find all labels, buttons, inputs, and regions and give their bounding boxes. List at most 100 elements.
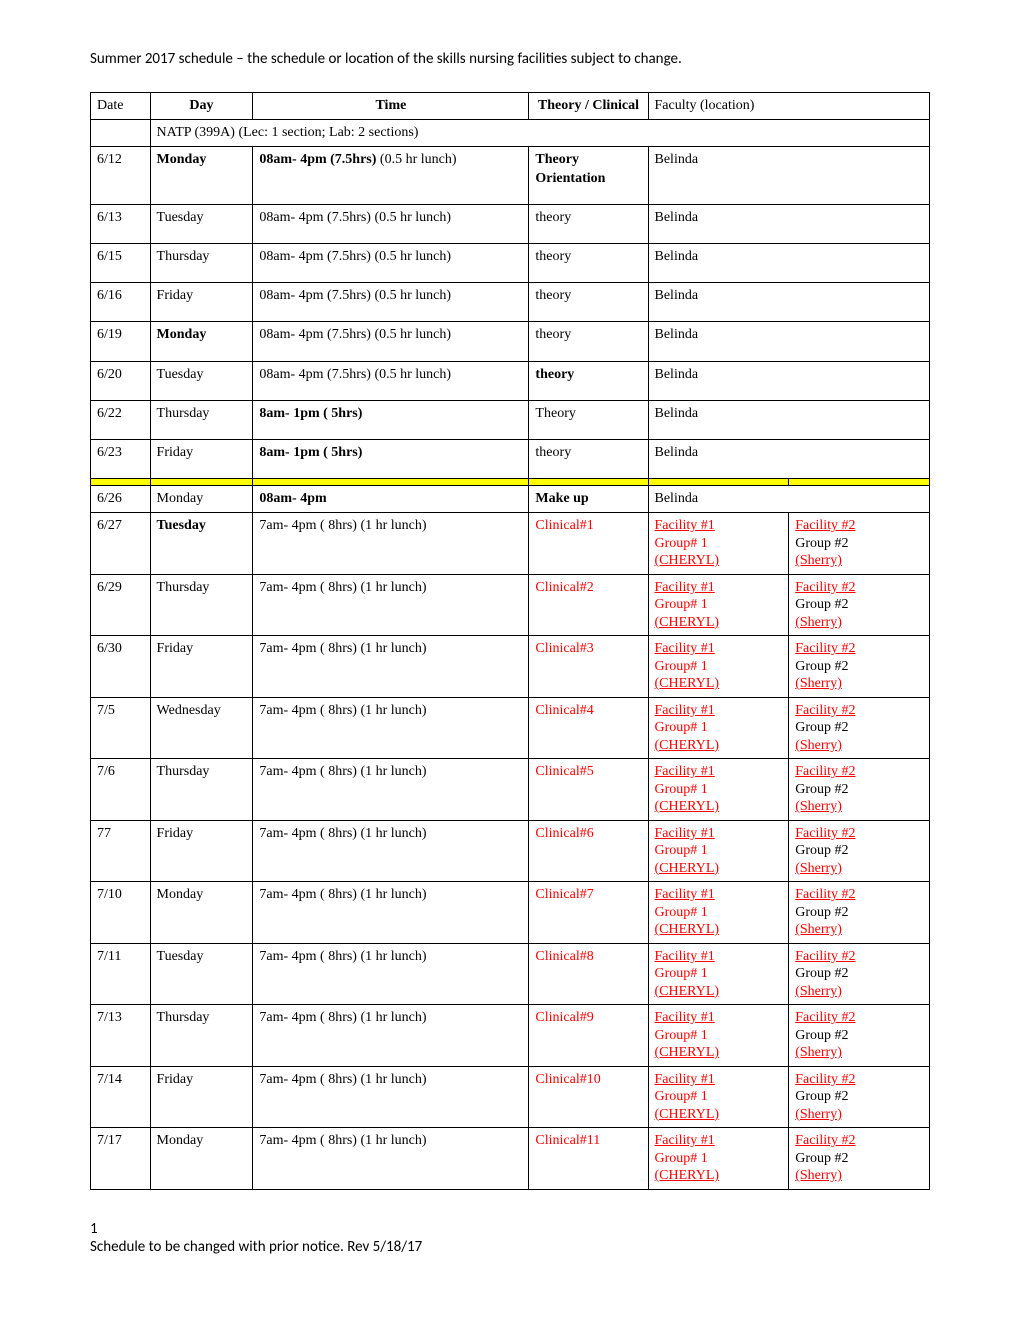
cell-faculty: Belinda [648,243,930,282]
cell-facility2: Facility #2Group #2(Sherry) [789,820,930,882]
cell-day: Thursday [150,574,253,636]
cell-time: 7am- 4pm ( 8hrs) (1 hr lunch) [253,697,529,759]
cell-time: 08am- 4pm (7.5hrs) (0.5 hr lunch) [253,283,529,322]
cell-theory: Theory Orientation [529,147,648,204]
table-row: 6/23Friday8am- 1pm ( 5hrs)theoryBelinda [91,439,930,478]
cell-facility2: Facility #2Group #2(Sherry) [789,759,930,821]
cell-facility2: Facility #2Group #2(Sherry) [789,1128,930,1190]
cell-day: Friday [150,820,253,882]
table-row: 7/5Wednesday7am- 4pm ( 8hrs) (1 hr lunch… [91,697,930,759]
table-row: 7/11Tuesday7am- 4pm ( 8hrs) (1 hr lunch)… [91,943,930,1005]
table-row: 6/19Monday08am- 4pm (7.5hrs) (0.5 hr lun… [91,322,930,361]
table-row: 6/29Thursday7am- 4pm ( 8hrs) (1 hr lunch… [91,574,930,636]
cell-facility1: Facility #1Group# 1(CHERYL) [648,574,789,636]
cell-theory: Make up [529,486,648,513]
cell-theory: Theory [529,400,648,439]
cell-facility1: Facility #1Group# 1(CHERYL) [648,636,789,698]
cell-theory: theory [529,283,648,322]
cell-theory: theory [529,361,648,400]
cell-facility1: Facility #1Group# 1(CHERYL) [648,882,789,944]
cell-date: 6/12 [91,147,151,204]
cell-time: 08am- 4pm (7.5hrs) (0.5 hr lunch) [253,243,529,282]
cell-faculty: Belinda [648,283,930,322]
section-text: NATP (399A) (Lec: 1 section; Lab: 2 sect… [150,120,929,147]
cell-time: 08am- 4pm (7.5hrs) (0.5 hr lunch) [253,147,529,204]
cell-theory: Clinical#6 [529,820,648,882]
divider-row [91,479,930,486]
cell-facility1: Facility #1Group# 1(CHERYL) [648,1128,789,1190]
cell-date: 6/30 [91,636,151,698]
cell-time: 8am- 1pm ( 5hrs) [253,439,529,478]
cell-facility1: Facility #1Group# 1(CHERYL) [648,513,789,575]
cell-theory: Clinical#1 [529,513,648,575]
cell-date: 6/27 [91,513,151,575]
cell-facility2: Facility #2Group #2(Sherry) [789,636,930,698]
cell-facility1: Facility #1Group# 1(CHERYL) [648,697,789,759]
table-row: 6/22Thursday8am- 1pm ( 5hrs)TheoryBelind… [91,400,930,439]
cell-faculty: Belinda [648,147,930,204]
page-title: Summer 2017 schedule – the schedule or l… [90,50,930,68]
cell-day: Thursday [150,759,253,821]
makeup-row: 6/26 Monday 08am- 4pm Make up Belinda [91,486,930,513]
cell-day: Monday [150,1128,253,1190]
cell-day: Monday [150,147,253,204]
cell-time: 7am- 4pm ( 8hrs) (1 hr lunch) [253,882,529,944]
cell-date: 7/17 [91,1128,151,1190]
cell-theory: theory [529,243,648,282]
cell-day: Friday [150,1066,253,1128]
table-row: 6/15Thursday08am- 4pm (7.5hrs) (0.5 hr l… [91,243,930,282]
cell-time: 08am- 4pm (7.5hrs) (0.5 hr lunch) [253,361,529,400]
cell-faculty: Belinda [648,361,930,400]
cell-theory: Clinical#2 [529,574,648,636]
table-row: 6/30Friday7am- 4pm ( 8hrs) (1 hr lunch)C… [91,636,930,698]
table-row: 7/17Monday7am- 4pm ( 8hrs) (1 hr lunch)C… [91,1128,930,1190]
cell-theory: Clinical#8 [529,943,648,1005]
cell-day: Thursday [150,1005,253,1067]
header-row: Date Day Time Theory / Clinical Faculty … [91,93,930,120]
col-date: Date [91,93,151,120]
cell-facility1: Facility #1Group# 1(CHERYL) [648,820,789,882]
cell-date: 6/26 [91,486,151,513]
cell-facility2: Facility #2Group #2(Sherry) [789,943,930,1005]
cell-day: Friday [150,439,253,478]
cell-time: 08am- 4pm (7.5hrs) (0.5 hr lunch) [253,322,529,361]
cell-date: 7/5 [91,697,151,759]
cell-time: 08am- 4pm [253,486,529,513]
cell-facility2: Facility #2Group #2(Sherry) [789,1066,930,1128]
cell-theory: theory [529,204,648,243]
cell-date: 7/13 [91,1005,151,1067]
cell-facility2: Facility #2Group #2(Sherry) [789,882,930,944]
cell-faculty: Belinda [648,322,930,361]
cell-theory: Clinical#11 [529,1128,648,1190]
cell-day: Monday [150,486,253,513]
cell-date: 7/6 [91,759,151,821]
cell-facility2: Facility #2Group #2(Sherry) [789,1005,930,1067]
cell-day: Thursday [150,400,253,439]
footer-page: 1 [90,1220,930,1238]
cell-facility1: Facility #1Group# 1(CHERYL) [648,1005,789,1067]
table-row: 7/14Friday7am- 4pm ( 8hrs) (1 hr lunch)C… [91,1066,930,1128]
footer-note: Schedule to be changed with prior notice… [90,1238,930,1256]
cell-date: 6/20 [91,361,151,400]
cell-theory: Clinical#9 [529,1005,648,1067]
table-row: 6/27Tuesday7am- 4pm ( 8hrs) (1 hr lunch)… [91,513,930,575]
cell-faculty: Belinda [648,204,930,243]
cell-time: 7am- 4pm ( 8hrs) (1 hr lunch) [253,759,529,821]
cell-date: 6/22 [91,400,151,439]
table-row: 7/6Thursday7am- 4pm ( 8hrs) (1 hr lunch)… [91,759,930,821]
cell-time: 7am- 4pm ( 8hrs) (1 hr lunch) [253,513,529,575]
cell-theory: Clinical#3 [529,636,648,698]
cell-theory: Clinical#4 [529,697,648,759]
cell-theory: theory [529,322,648,361]
schedule-table: Date Day Time Theory / Clinical Faculty … [90,92,930,1190]
cell-time: 7am- 4pm ( 8hrs) (1 hr lunch) [253,943,529,1005]
footer: 1 Schedule to be changed with prior noti… [90,1220,930,1256]
cell-time: 7am- 4pm ( 8hrs) (1 hr lunch) [253,1128,529,1190]
table-row: 77Friday7am- 4pm ( 8hrs) (1 hr lunch)Cli… [91,820,930,882]
cell-theory: Clinical#5 [529,759,648,821]
cell-day: Tuesday [150,513,253,575]
col-faculty: Faculty (location) [648,93,930,120]
cell-date: 77 [91,820,151,882]
cell-day: Tuesday [150,361,253,400]
cell-faculty: Belinda [648,400,930,439]
